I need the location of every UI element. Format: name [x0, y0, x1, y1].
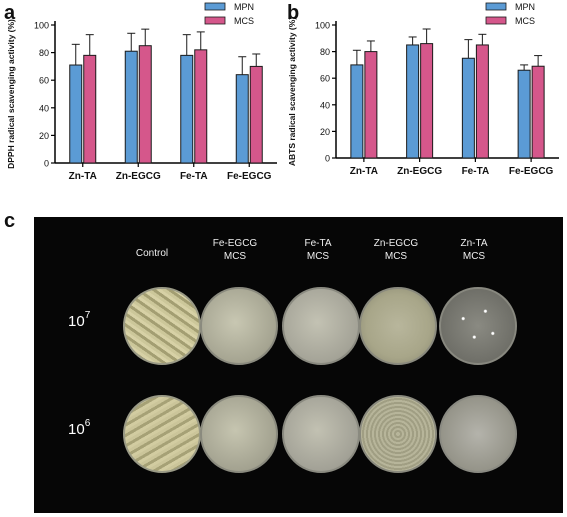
- y-tick-label: 60: [320, 74, 330, 84]
- chart-abts: 0 20 40 60 80 100 ABTS radical scavenging acti…: [283, 0, 567, 210]
- bar-mpn: [350, 64, 364, 159]
- bar-mcs: [83, 54, 97, 164]
- y-tick-label: 60: [39, 76, 49, 86]
- x-tick-label: Zn-TA: [350, 166, 378, 177]
- bar-mpn: [235, 74, 249, 164]
- x-tick-label: Fe-TA: [180, 171, 208, 182]
- x-tick-label: Fe-EGCG: [227, 171, 272, 182]
- row-label-base: 10: [68, 313, 85, 330]
- bar-mcs: [531, 65, 545, 159]
- chart-abts-svg: 0 20 40 60 80 100 ABTS radical scavenging acti…: [287, 2, 559, 177]
- petri-dish-fe-ta-10-7: [282, 287, 360, 365]
- x-tick-label: Zn-EGCG: [116, 171, 161, 182]
- legend-label-mpn: MPN: [515, 2, 535, 12]
- y-axis-title: DPPH radical scavenging activity (%): [6, 19, 16, 169]
- y-tick-label: 100: [315, 21, 330, 31]
- legend-swatch-mpn: [204, 2, 226, 11]
- legend-label-mpn: MPN: [234, 2, 254, 12]
- y-tick-label: 20: [39, 131, 49, 141]
- row-label-exponent: 7: [84, 310, 91, 321]
- bar-mpn: [69, 64, 83, 164]
- legend-swatch-mcs: [485, 16, 507, 25]
- petri-dish-control-10-7: [123, 287, 201, 365]
- petri-dish-control-10-6: [123, 395, 201, 473]
- bar-mcs: [364, 51, 378, 159]
- bar-mcs: [194, 49, 208, 164]
- x-tick-label: Fe-TA: [462, 166, 490, 177]
- bar-mpn: [124, 50, 138, 164]
- y-tick-label: 0: [44, 159, 49, 169]
- column-label-control: Control: [112, 247, 192, 260]
- x-tick-label: Zn-EGCG: [397, 166, 442, 177]
- petri-dish-zn-ta-10-7: [439, 287, 517, 365]
- column-label-line1: Fe-TA: [304, 238, 332, 249]
- column-label-line1: Fe-EGCG: [212, 238, 258, 249]
- y-tick-label: 80: [320, 47, 330, 57]
- bar-mcs: [420, 43, 434, 159]
- row-label-10-7: 107: [68, 310, 91, 330]
- chart-dpph: 0 20 40 60 80 100 DPPH radical scavenging acti…: [0, 0, 283, 210]
- column-label-line2: MCS: [223, 251, 247, 262]
- y-tick-label: 40: [39, 103, 49, 113]
- x-tick-label: Zn-TA: [69, 171, 97, 182]
- bar-mpn: [406, 44, 420, 159]
- column-label-line2: MCS: [462, 251, 486, 262]
- petri-dish-photo: Control Fe-EGCG MCS Fe-TA MCS Zn-EGCG MC…: [34, 217, 563, 513]
- y-tick-label: 40: [320, 100, 330, 110]
- row-label-base: 10: [68, 421, 85, 438]
- y-tick-label: 80: [39, 48, 49, 58]
- panel-letter-a: a: [4, 2, 16, 24]
- panel-letter-b: b: [287, 2, 300, 24]
- column-label-line1: Zn-TA: [460, 238, 488, 249]
- legend-label-mcs: MCS: [234, 16, 254, 26]
- panel-letter-c: c: [4, 210, 16, 232]
- legend-swatch-mcs: [204, 16, 226, 25]
- y-axis-title: ABTS radical scavenging activity (%): [287, 17, 297, 166]
- petri-dish-fe-egcg-10-6: [200, 395, 278, 473]
- y-tick-label: 100: [34, 21, 49, 31]
- column-label-line2: MCS: [306, 251, 330, 262]
- petri-dish-zn-egcg-10-7: [359, 287, 437, 365]
- bar-mpn: [180, 54, 194, 164]
- column-label-zn-ta: Zn-TA MCS: [434, 237, 514, 263]
- x-tick-label: Fe-EGCG: [509, 166, 554, 177]
- row-label-10-6: 106: [68, 418, 91, 438]
- bar-mcs: [249, 65, 263, 164]
- y-tick-label: 20: [320, 127, 330, 137]
- bar-mpn: [461, 57, 475, 159]
- legend-swatch-mpn: [485, 2, 507, 11]
- chart-dpph-svg: 0 20 40 60 80 100 DPPH radical scavenging acti…: [6, 2, 277, 182]
- petri-dish-fe-egcg-10-7: [200, 287, 278, 365]
- column-label-fe-egcg: Fe-EGCG MCS: [195, 237, 275, 263]
- column-label-line2: MCS: [384, 251, 408, 262]
- petri-dish-zn-egcg-10-6: [359, 395, 437, 473]
- legend-label-mcs: MCS: [515, 16, 535, 26]
- column-label-zn-egcg: Zn-EGCG MCS: [356, 237, 436, 263]
- petri-dish-zn-ta-10-6: [439, 395, 517, 473]
- y-tick-label: 0: [325, 154, 330, 164]
- column-label-fe-ta: Fe-TA MCS: [278, 237, 358, 263]
- bar-mcs: [475, 44, 489, 159]
- petri-dish-fe-ta-10-6: [282, 395, 360, 473]
- column-label-line1: Control: [135, 248, 169, 259]
- bar-mcs: [138, 45, 152, 164]
- row-label-exponent: 6: [84, 418, 91, 429]
- column-label-line1: Zn-EGCG: [373, 238, 419, 249]
- bar-mpn: [517, 69, 531, 159]
